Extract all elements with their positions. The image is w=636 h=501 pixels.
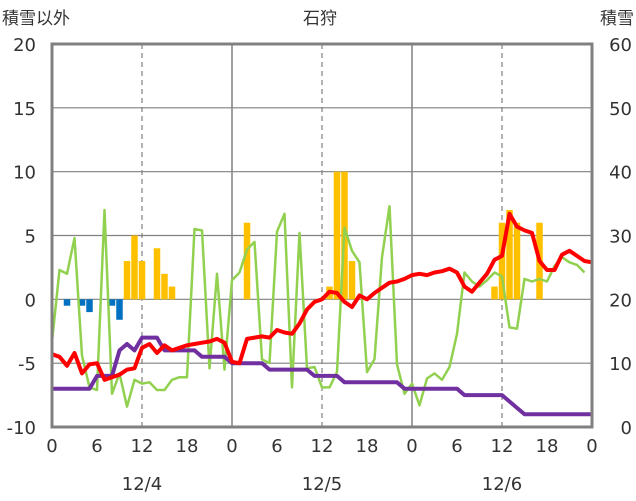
left-tick-label: -5 xyxy=(18,354,36,375)
chart-title: 石狩 xyxy=(303,9,337,29)
bar xyxy=(243,222,251,300)
x-tick-labels: 0 6 12 18 0 6 12 18 0 6 12 18 0 xyxy=(46,436,597,457)
date-label: 12/4 xyxy=(122,474,162,495)
left-tick-label: 5 xyxy=(25,227,36,248)
x-tick-label: 6 xyxy=(91,436,102,457)
bar xyxy=(123,261,131,300)
date-label: 12/5 xyxy=(302,474,342,495)
right-tick-label: 30 xyxy=(609,227,632,248)
x-tick-label: 6 xyxy=(451,436,462,457)
left-tick-label: 20 xyxy=(13,35,36,56)
right-tick-label: 0 xyxy=(621,418,632,439)
line-series xyxy=(50,204,593,417)
bar xyxy=(498,222,506,300)
x-tick-label: 18 xyxy=(176,436,199,457)
bar xyxy=(491,286,498,300)
bar xyxy=(168,286,176,300)
bar xyxy=(161,273,168,300)
grid-lines xyxy=(52,44,592,427)
left-tick-label: 15 xyxy=(13,99,36,120)
bar xyxy=(63,299,71,306)
bar xyxy=(138,261,146,300)
bar xyxy=(116,299,123,320)
x-tick-label: 0 xyxy=(586,436,597,457)
series-line xyxy=(52,335,592,417)
right-tick-label: 10 xyxy=(609,354,632,375)
right-tick-label: 60 xyxy=(609,35,632,56)
bar xyxy=(333,171,341,300)
bar xyxy=(513,222,521,300)
bar xyxy=(78,299,86,306)
left-axis-label: 積雪以外 xyxy=(2,9,70,29)
x-tick-label: 18 xyxy=(536,436,559,457)
date-label: 12/6 xyxy=(482,474,522,495)
plot-frame xyxy=(50,42,594,429)
x-tick-label: 12 xyxy=(131,436,154,457)
x-tick-label: 18 xyxy=(356,436,379,457)
x-tick-label: 12 xyxy=(491,436,514,457)
bar xyxy=(153,248,161,300)
bar xyxy=(86,299,93,313)
bar xyxy=(131,235,138,300)
series-line xyxy=(51,211,593,382)
right-axis-label: 積雪 xyxy=(600,9,634,29)
bar xyxy=(506,209,513,300)
right-y-ticks: 60 50 40 30 20 10 0 xyxy=(609,35,632,439)
right-tick-label: 20 xyxy=(609,290,632,311)
left-tick-label: -10 xyxy=(7,418,36,439)
left-tick-label: 10 xyxy=(13,163,36,184)
bar xyxy=(348,261,356,300)
left-tick-label: 0 xyxy=(25,290,36,311)
right-tick-label: 40 xyxy=(609,163,632,184)
x-tick-label: 0 xyxy=(46,436,57,457)
date-labels: 12/4 12/5 12/6 xyxy=(122,474,522,495)
bar xyxy=(108,299,116,306)
x-tick-label: 12 xyxy=(311,436,334,457)
right-tick-label: 50 xyxy=(609,99,632,120)
left-y-ticks: 20 15 10 5 0 -5 -10 xyxy=(7,35,36,439)
x-tick-label: 6 xyxy=(271,436,282,457)
x-tick-label: 0 xyxy=(226,436,237,457)
x-tick-label: 0 xyxy=(406,436,417,457)
